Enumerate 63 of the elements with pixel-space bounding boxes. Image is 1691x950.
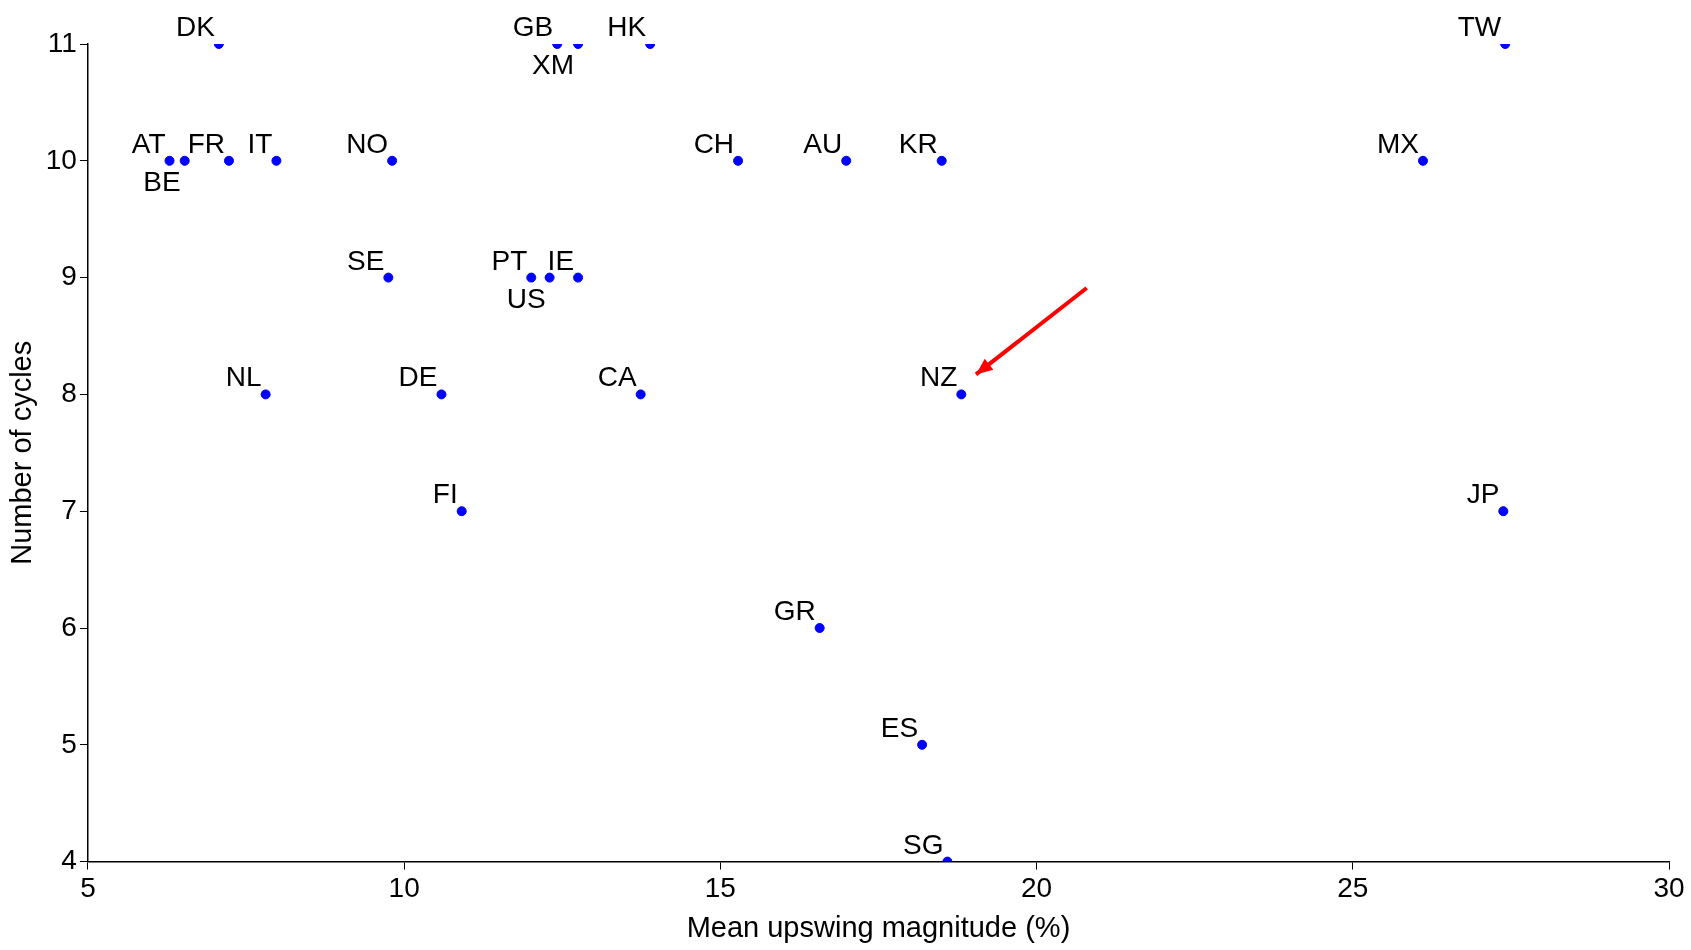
y-tick-label: 9 [61,260,77,292]
annotation: IE [547,244,575,276]
point [436,389,447,400]
point [635,389,646,400]
point [1498,506,1509,517]
y-tick-label: 4 [61,844,77,876]
annotation: AU [803,127,843,159]
annotation: NL [225,361,262,393]
point [383,272,394,283]
x-axis-title: Mean upswing magnitude (%) [686,910,1071,943]
annotation: ES [880,711,919,743]
point [164,155,175,166]
annotation: GB [512,11,554,42]
x-tick-label: 15 [704,872,736,904]
annotation: DK [175,11,216,42]
annotation: IT [247,127,273,159]
annotation: BE [143,165,181,197]
point [271,155,282,166]
annotation: CH [693,127,735,159]
annotation: CA [597,361,638,393]
annotation: XM [532,49,575,80]
annotation: FI [432,478,458,510]
y-tick-label: 11 [47,26,77,58]
point [179,155,190,166]
x-tick-label: 20 [1021,872,1053,904]
annotation: SE [346,244,385,276]
y-tick-label: 8 [61,377,77,409]
annotation: AT [131,127,166,159]
annotation: KR [898,127,938,159]
point [544,272,555,283]
y-axis-title: Number of cycles [5,340,38,565]
point [456,506,467,517]
point [573,272,584,283]
point [260,389,271,400]
point [936,155,947,166]
annotation: JP [1466,478,1500,510]
x-tick-label: 10 [388,872,420,904]
y-tick-label: 6 [61,610,77,642]
point [917,739,928,750]
annotation: HK [607,11,647,42]
point [387,155,398,166]
annotation: SG [902,828,944,860]
x-tick-label: 25 [1337,872,1369,904]
point [223,155,234,166]
point [956,389,967,400]
point [1417,155,1428,166]
y-tick-label: 10 [45,143,77,175]
point [733,155,744,166]
annotation: NO [346,127,389,159]
y-tick-label: 7 [61,493,77,525]
annotation: FR [187,127,225,159]
annotation: US [506,282,546,314]
annotation: GR [773,595,816,626]
point [814,623,825,633]
annotation: PT [491,244,528,276]
annotation: DE [398,361,438,393]
y-tick-label: 5 [61,727,77,759]
x-tick-label: 30 [1653,872,1685,904]
annotation: NZ [920,361,958,393]
annotation: MX [1376,127,1420,159]
point [526,272,537,283]
annotation: TW [1457,11,1502,42]
point [841,155,852,166]
